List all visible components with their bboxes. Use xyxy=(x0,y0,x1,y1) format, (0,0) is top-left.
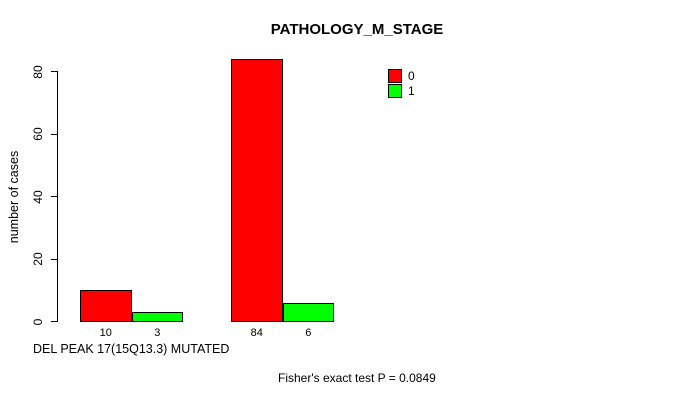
y-axis-label: number of cases xyxy=(7,150,21,244)
bar-series-1 xyxy=(282,302,334,322)
y-tick-label: 0 xyxy=(31,318,45,325)
y-tick-label: 60 xyxy=(31,127,45,141)
y-tick-mark xyxy=(51,71,58,72)
bar-value-label: 10 xyxy=(99,327,112,339)
legend-swatch-red xyxy=(388,68,402,83)
y-tick-mark xyxy=(51,133,58,135)
bar-value-label: 6 xyxy=(305,327,312,339)
bar-value-label: 3 xyxy=(154,327,161,339)
y-tick-label: 40 xyxy=(31,189,45,204)
x-axis-caption: DEL PEAK 17(15Q13.3) MUTATED xyxy=(33,342,230,356)
legend: 0 1 xyxy=(388,68,415,98)
chart-title: PATHOLOGY_M_STAGE xyxy=(270,21,444,38)
legend-label: 1 xyxy=(408,83,415,98)
legend-item: 0 xyxy=(388,68,415,83)
y-tick-mark xyxy=(51,258,58,260)
legend-label: 0 xyxy=(408,68,415,83)
bar-series-0 xyxy=(80,290,132,322)
y-tick-mark xyxy=(51,321,58,322)
y-tick-label: 80 xyxy=(31,64,45,79)
bar-value-label: 84 xyxy=(250,327,263,339)
y-tick-label: 20 xyxy=(31,252,45,266)
bar-series-1 xyxy=(131,312,183,322)
bar-series-0 xyxy=(231,59,283,322)
legend-item: 1 xyxy=(388,83,415,98)
legend-swatch-green xyxy=(388,83,402,98)
fisher-test-annotation: Fisher's exact test P = 0.0849 xyxy=(278,371,436,385)
y-tick-mark xyxy=(51,196,58,197)
